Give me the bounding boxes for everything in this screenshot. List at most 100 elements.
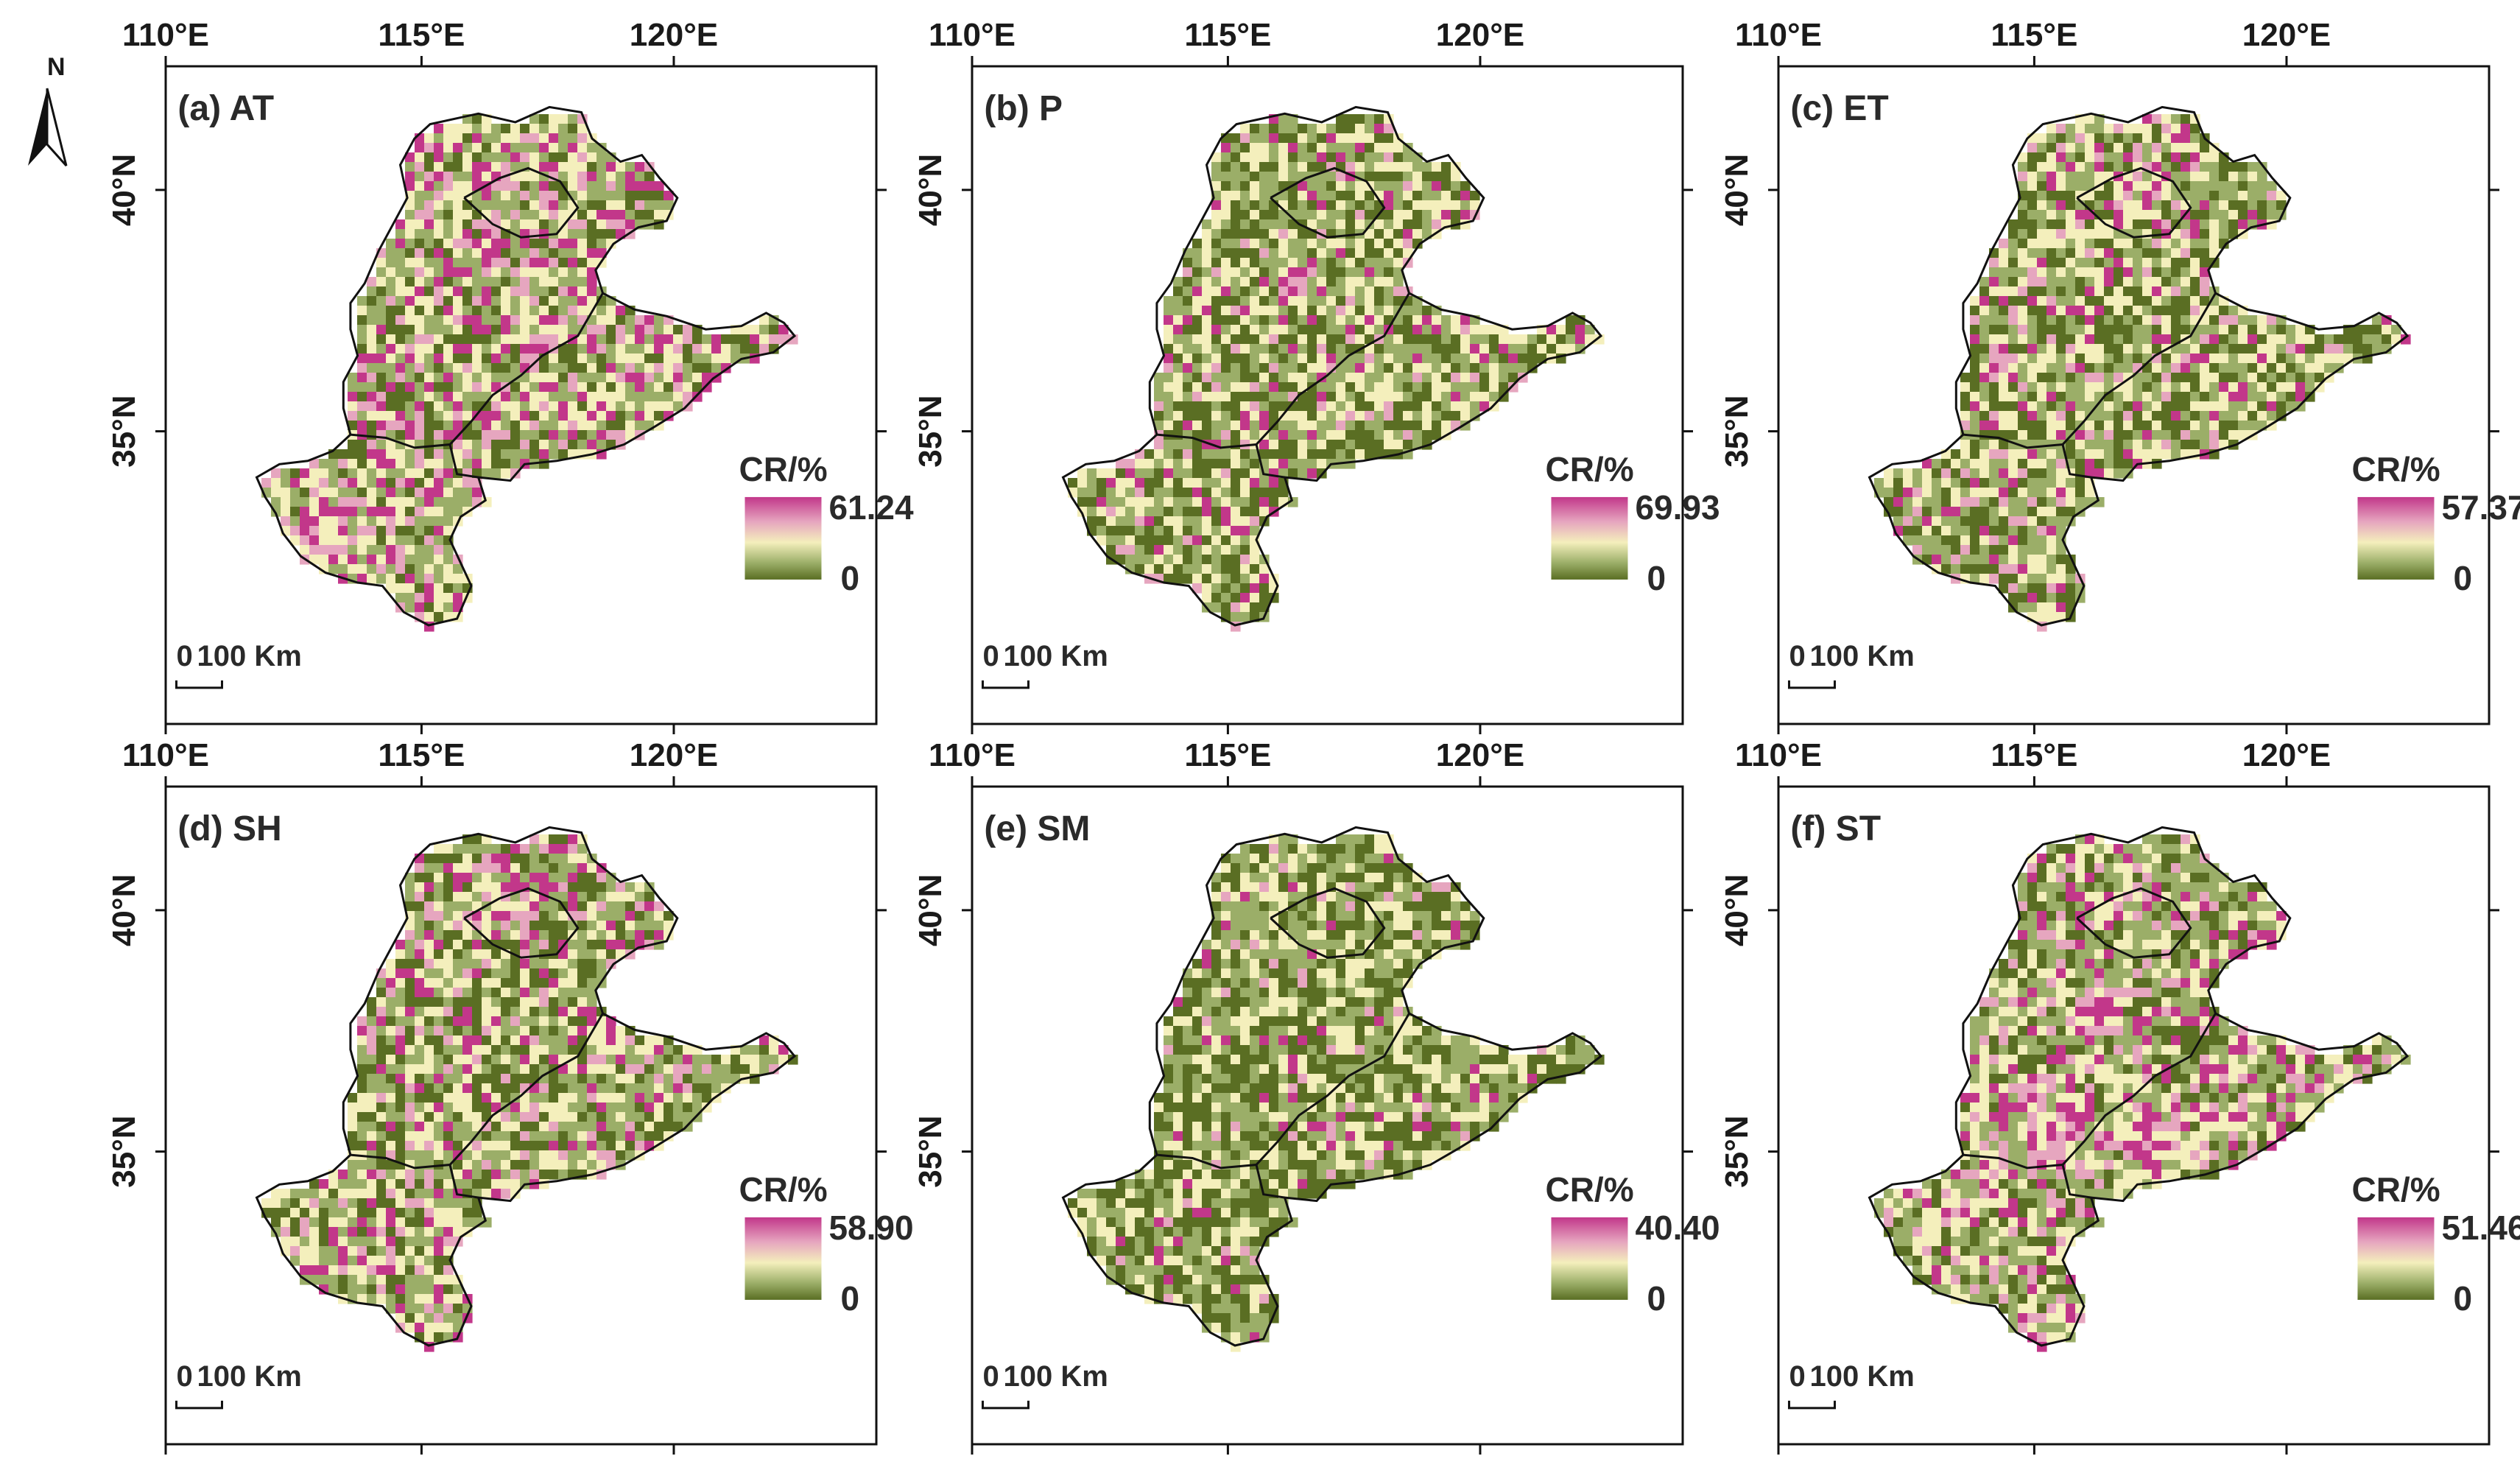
- north-label: N: [47, 53, 66, 81]
- map-panel: 110°E 115°E 120°E 40°N 35°N (d) SH CR/%58.90 0 0…: [106, 737, 914, 1455]
- legend-title: CR/%: [2351, 450, 2440, 488]
- legend-min: 0: [2453, 1279, 2472, 1318]
- legend-title: CR/%: [1545, 450, 1633, 488]
- scale-zero: 0: [176, 640, 192, 672]
- map-panel: 110°E 115°E 120°E 40°N 35°N (f) ST CR/%51.46 0 0…: [1719, 737, 2520, 1455]
- province-border: [2076, 887, 2192, 959]
- province-border: [1255, 1164, 1285, 1199]
- legend-max: 57.37: [2441, 488, 2520, 527]
- panel-label: (e) SM: [984, 809, 1090, 848]
- scale-bar: [981, 680, 1030, 689]
- cr-raster: [1874, 834, 2411, 1352]
- panel-label: (d) SH: [177, 809, 281, 848]
- legend-colorbar: [745, 496, 822, 580]
- province-border: [448, 1164, 479, 1199]
- scale-label: 100 Km: [1003, 640, 1108, 672]
- y-tick-label: 40°N: [912, 154, 948, 226]
- province-border: [448, 444, 479, 479]
- map-panel: 110°E 115°E 120°E 40°N 35°N (e) SM CR/%40.40 0 0…: [912, 737, 1720, 1455]
- x-tick-label: 115°E: [378, 737, 465, 773]
- province-border: [2076, 166, 2192, 239]
- province-border: [1963, 292, 2217, 449]
- x-tick-label: 110°E: [122, 17, 209, 53]
- x-tick-label: 120°E: [630, 17, 718, 53]
- scale-zero: 0: [1789, 640, 1805, 672]
- x-tick-label: 110°E: [929, 737, 1016, 773]
- province-border: [463, 887, 580, 959]
- x-tick-label: 120°E: [2242, 737, 2331, 773]
- x-tick-label: 120°E: [1436, 737, 1524, 773]
- province-border: [1963, 1013, 2217, 1170]
- scale-bar: [1787, 1400, 1836, 1410]
- scale-label: 100 Km: [197, 640, 301, 672]
- x-tick-label: 120°E: [1436, 17, 1524, 53]
- province-border: [350, 292, 604, 449]
- scale-label: 100 Km: [1003, 1360, 1108, 1393]
- y-tick-label: 35°N: [1719, 1115, 1755, 1187]
- legend-max: 69.93: [1635, 488, 1720, 527]
- x-tick-label: 115°E: [1991, 737, 2077, 773]
- panel-label: (c) ET: [1790, 89, 1888, 128]
- y-tick-label: 40°N: [1719, 874, 1755, 946]
- province-border: [1156, 292, 1410, 449]
- legend-colorbar: [2357, 496, 2435, 580]
- north-arrow-left: [28, 88, 47, 166]
- x-tick-label: 110°E: [929, 17, 1016, 53]
- panel-label: (b) P: [984, 89, 1063, 128]
- north-arrow-icon: N: [28, 53, 68, 167]
- y-tick-label: 40°N: [106, 874, 142, 946]
- x-tick-label: 110°E: [1735, 737, 1822, 773]
- legend-title: CR/%: [2351, 1170, 2440, 1209]
- scale-label: 100 Km: [1809, 640, 1914, 672]
- province-border: [350, 1013, 604, 1170]
- map-panel: 110°E 115°E 120°E 40°N 35°N (c) ET CR/%57.37 0 0…: [1719, 17, 2520, 734]
- y-tick-label: 35°N: [106, 1115, 142, 1187]
- cr-raster: [1068, 114, 1605, 632]
- legend-max: 40.40: [1635, 1209, 1720, 1247]
- legend-colorbar: [2357, 1217, 2435, 1300]
- scale-bar: [175, 1400, 223, 1410]
- scale-label: 100 Km: [197, 1360, 301, 1393]
- y-tick-label: 40°N: [106, 154, 142, 226]
- cr-raster: [261, 114, 798, 632]
- y-tick-label: 35°N: [1719, 395, 1755, 467]
- x-tick-label: 110°E: [122, 737, 209, 773]
- x-tick-label: 115°E: [1184, 17, 1271, 53]
- x-tick-label: 115°E: [1184, 737, 1271, 773]
- legend-title: CR/%: [739, 1170, 827, 1209]
- legend-min: 0: [2453, 559, 2472, 597]
- scale-zero: 0: [982, 1360, 999, 1393]
- map-panels: 110°E 115°E 120°E40°N35°N(a) ATCR/%61.2400…: [106, 17, 2520, 1455]
- scale-label: 100 Km: [1809, 1360, 1914, 1393]
- x-tick-label: 120°E: [2242, 17, 2331, 53]
- province-border: [2061, 444, 2091, 479]
- panel-label: (a) AT: [177, 89, 274, 128]
- legend-colorbar: [745, 1217, 822, 1300]
- scale-zero: 0: [1789, 1360, 1805, 1393]
- legend-min: 0: [840, 1279, 859, 1318]
- y-tick-label: 35°N: [106, 395, 142, 467]
- x-tick-label: 110°E: [1735, 17, 1822, 53]
- province-border: [463, 166, 580, 239]
- legend-colorbar: [1551, 1217, 1628, 1300]
- scale-zero: 0: [176, 1360, 192, 1393]
- panel-label: (f) ST: [1790, 809, 1881, 848]
- legend-max: 61.24: [828, 488, 914, 527]
- legend-colorbar: [1551, 496, 1628, 580]
- scale-bar: [981, 1400, 1030, 1410]
- y-tick-label: 40°N: [1719, 154, 1755, 226]
- legend-min: 0: [840, 559, 859, 597]
- legend-max: 58.90: [828, 1209, 913, 1247]
- cr-raster: [1068, 834, 1605, 1352]
- x-tick-label: 115°E: [1991, 17, 2077, 53]
- legend-title: CR/%: [739, 450, 827, 488]
- scale-bar: [1787, 680, 1836, 689]
- y-tick-label: 35°N: [912, 395, 948, 467]
- y-tick-label: 40°N: [912, 874, 948, 946]
- x-tick-label: 120°E: [630, 737, 718, 773]
- province-border: [1270, 166, 1386, 239]
- legend-max: 51.46: [2441, 1209, 2520, 1247]
- province-border: [1270, 887, 1386, 959]
- y-tick-label: 35°N: [912, 1115, 948, 1187]
